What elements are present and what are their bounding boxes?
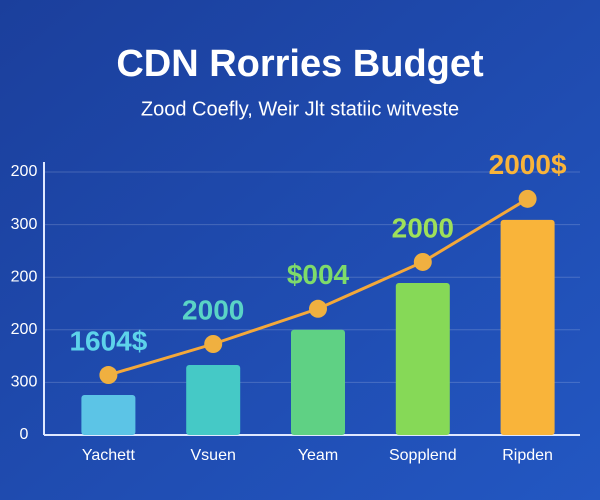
line-marker [99, 366, 118, 385]
y-tick-label: 200 [11, 321, 38, 338]
bar [81, 395, 136, 435]
x-tick-label: Yeam [298, 447, 338, 464]
line-marker [413, 252, 432, 271]
annotation: 2000 [392, 212, 454, 243]
y-tick-label: 200 [11, 163, 38, 180]
x-tick-label: Yachett [82, 447, 136, 464]
bar [500, 219, 555, 435]
x-tick-label: Sopplend [389, 447, 457, 464]
bar [186, 365, 241, 435]
annotation: 1604$ [69, 325, 147, 356]
chart-subtitle: Zood Coefly, Weir Jlt statiic witveste [141, 98, 459, 120]
line-marker [204, 335, 223, 354]
y-tick-label: 0 [20, 426, 29, 443]
y-tick-label: 300 [11, 216, 38, 233]
line-marker [518, 189, 537, 208]
y-tick-label: 200 [11, 268, 38, 285]
annotation: 2000 [182, 294, 244, 325]
bar [395, 282, 450, 435]
y-tick-label: 300 [11, 374, 38, 391]
line-marker [309, 299, 327, 318]
x-tick-label: Vsuen [191, 447, 236, 464]
annotation: 2000$ [489, 149, 567, 180]
annotation: $004 [287, 259, 350, 290]
chart-title: CDN Rorries Budget [116, 43, 484, 85]
bar [291, 329, 345, 435]
x-tick-label: Ripden [502, 447, 553, 464]
